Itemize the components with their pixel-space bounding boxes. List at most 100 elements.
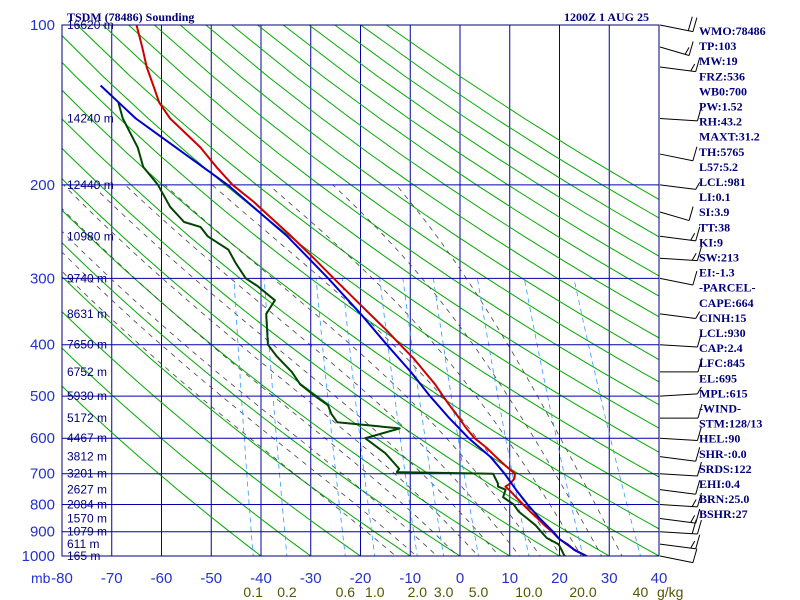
height-label: 7650 m xyxy=(67,338,107,352)
temp-tick-label: -60 xyxy=(151,570,173,587)
moist-adiabat xyxy=(62,230,438,556)
index-entry: LCL:930 xyxy=(699,326,746,340)
height-label: 6752 m xyxy=(67,365,107,379)
mixing-ratio-line xyxy=(315,278,346,556)
wind-barb xyxy=(659,106,702,122)
temp-tick-label: -30 xyxy=(300,570,322,587)
index-entry: CINH:15 xyxy=(699,311,746,325)
mixing-ratio-line xyxy=(523,278,584,556)
dry-adiabat xyxy=(128,25,659,406)
index-entry: PW:1.52 xyxy=(699,100,743,114)
temperature-tick-labels: -80 -70 -60 -50 -40 -30 -20 -10 0 10 20 30 40 xyxy=(51,570,667,587)
dry-adiabat xyxy=(62,209,511,556)
temp-tick-label: 30 xyxy=(601,570,618,587)
index-entry: MW:19 xyxy=(699,54,738,68)
height-label: 16620 m xyxy=(67,18,114,32)
mixing-ratio-line xyxy=(433,278,479,556)
temp-tick-label: -40 xyxy=(250,570,272,587)
moist-adiabat xyxy=(62,270,397,556)
height-label: 2627 m xyxy=(67,483,107,497)
wind-barb xyxy=(659,16,698,33)
mixing-ratio-labels: 0.1 0.2 0.6 1.0 2.0 3.0 5.0 10.0 20.0 40 g/kg xyxy=(243,584,683,600)
moist-adiabat xyxy=(62,251,417,556)
dry-adiabat xyxy=(62,347,312,556)
plot-frame xyxy=(61,24,660,557)
mixing-ratio-label: 5.0 xyxy=(469,584,489,600)
dry-adiabat xyxy=(231,25,659,318)
wind-barb xyxy=(659,386,702,397)
wind-barb xyxy=(659,41,694,57)
parcel-line xyxy=(99,84,587,556)
mixing-ratio-label: 0.6 xyxy=(336,584,356,600)
index-entry: TH:5765 xyxy=(699,145,744,159)
index-entry: SRDS:122 xyxy=(699,462,752,476)
temp-tick-label: 10 xyxy=(501,570,518,587)
mixing-ratio-label: 10.0 xyxy=(515,584,542,600)
mixing-ratio-line xyxy=(263,278,288,556)
wind-barb xyxy=(659,426,702,442)
grid-lines xyxy=(62,25,659,556)
index-entry: LFC:845 xyxy=(699,356,745,370)
pressure-tick-labels: 100 200 300 400 500 600 700 800 900 1000 xyxy=(22,17,55,565)
height-label: 5172 m xyxy=(67,411,107,425)
pressure-tick-label: 700 xyxy=(30,466,55,483)
plot-border xyxy=(61,24,660,557)
wind-barb xyxy=(659,461,702,477)
index-entry: TT:38 xyxy=(699,220,730,234)
mixing-ratio-line xyxy=(477,278,530,556)
index-entry: WB0:700 xyxy=(699,84,747,98)
index-entry: LCL:981 xyxy=(699,175,746,189)
wind-barb xyxy=(659,246,702,262)
temp-tick-label: 0 xyxy=(456,570,464,587)
temp-tick-label: 40 xyxy=(651,570,668,587)
dry-adiabat xyxy=(179,25,659,361)
index-entry: MPL:615 xyxy=(699,386,748,400)
pressure-tick-label: 100 xyxy=(30,17,55,34)
dry-adiabat xyxy=(62,61,659,504)
temp-tick-label: -20 xyxy=(350,570,372,587)
wind-barb xyxy=(659,332,702,348)
wind-barb xyxy=(659,534,701,550)
wind-barb xyxy=(659,480,701,495)
index-entry: HEL:90 xyxy=(699,432,740,446)
mixing-ratio-label: 0.1 xyxy=(243,584,263,600)
index-entry: SHR-:0.0 xyxy=(699,447,747,461)
temp-tick-label: -80 xyxy=(51,570,73,587)
dry-adiabat xyxy=(62,311,362,556)
height-label: 8631 m xyxy=(67,307,107,321)
wind-barb xyxy=(660,357,703,373)
moist-adiabat xyxy=(124,184,521,556)
index-entry: SW:213 xyxy=(699,251,739,265)
chart-title: TSDM (78486) Sounding xyxy=(67,10,194,24)
index-entry: BRN:25.0 xyxy=(699,492,749,506)
height-label: 611 m xyxy=(67,537,99,551)
wind-barb xyxy=(659,182,701,190)
dry-adiabat xyxy=(154,25,659,383)
mixing-ratio-line xyxy=(379,278,418,556)
height-label: 9740 m xyxy=(67,271,107,285)
index-entry: TP:103 xyxy=(699,39,736,53)
moist-adiabat xyxy=(395,184,623,556)
dry-adiabat xyxy=(257,25,659,297)
index-entry: STM:128/13 xyxy=(699,417,762,431)
index-entry: MAXT:31.2 xyxy=(699,130,760,144)
mixing-ratio-label: 40 xyxy=(633,584,649,600)
dry-adiabat xyxy=(62,242,461,556)
index-entry: CAPE:664 xyxy=(699,296,754,310)
wind-barb xyxy=(659,270,698,286)
temperature-line xyxy=(135,25,591,556)
index-entry: KI:9 xyxy=(699,235,723,249)
height-labels: 16620 m 14240 m 12440 m 10980 m 9740 m 8631 m… xyxy=(67,18,114,563)
height-label: 14240 m xyxy=(67,112,114,126)
dry-adiabat xyxy=(308,25,659,257)
mixing-ratio-label: 0.2 xyxy=(277,584,297,600)
mixing-ratio-line xyxy=(341,278,376,556)
moist-adiabat xyxy=(63,184,479,556)
height-label: 5930 m xyxy=(67,389,107,403)
dry-adiabat xyxy=(102,25,659,429)
wind-barb xyxy=(659,447,701,462)
dewpoint-line xyxy=(117,102,569,556)
dry-adiabat xyxy=(76,25,659,453)
